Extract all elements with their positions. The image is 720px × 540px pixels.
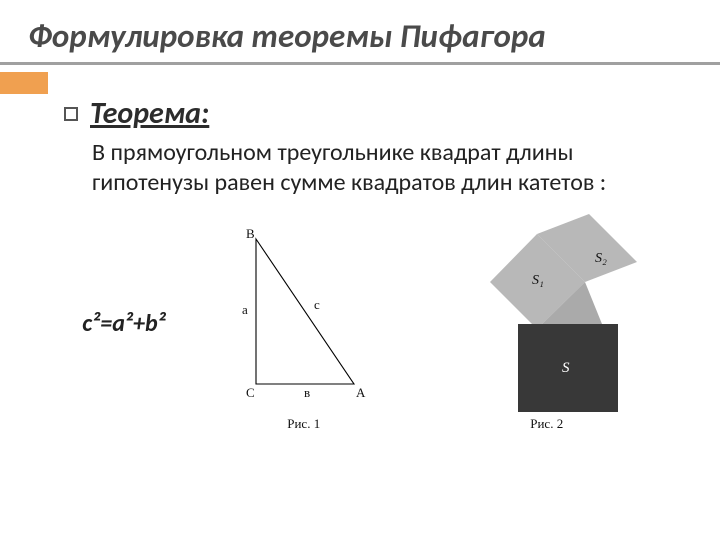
svg-text:C: C	[246, 385, 255, 400]
svg-text:S₁: S₁	[532, 273, 544, 288]
svg-text:S₂: S₂	[595, 251, 607, 266]
figure-1: Ba с Cв A Рис. 1	[224, 224, 384, 432]
figure-1-caption: Рис. 1	[224, 416, 384, 432]
theorem-row: Теорема:	[64, 95, 680, 132]
svg-text:с: с	[314, 297, 320, 312]
figures-row: c²=a²+b² Ba с Cв A Рис. 1 S₁ S₂ S Рис. 2	[64, 214, 680, 432]
figure-2-caption: Рис. 2	[432, 416, 662, 432]
svg-text:a: a	[242, 302, 248, 317]
formula: c²=a²+b²	[82, 309, 165, 338]
figure-2: S₁ S₂ S Рис. 2	[432, 214, 662, 432]
content: Теорема: В прямоугольном треугольнике кв…	[0, 65, 720, 442]
bullet-icon	[64, 107, 78, 121]
svg-text:S: S	[562, 360, 570, 376]
theorem-statement: В прямоугольном треугольнике квадрат дли…	[92, 138, 680, 198]
theorem-label: Теорема:	[90, 95, 209, 132]
squares-diagram: S₁ S₂ S	[432, 214, 662, 414]
svg-text:в: в	[304, 385, 310, 400]
title-block: Формулировка теоремы Пифагора	[0, 0, 720, 65]
svg-text:A: A	[356, 385, 366, 400]
page-title: Формулировка теоремы Пифагора	[28, 18, 692, 54]
accent-bar	[0, 72, 48, 94]
svg-text:B: B	[246, 226, 255, 241]
triangle-diagram: Ba с Cв A	[224, 224, 384, 414]
